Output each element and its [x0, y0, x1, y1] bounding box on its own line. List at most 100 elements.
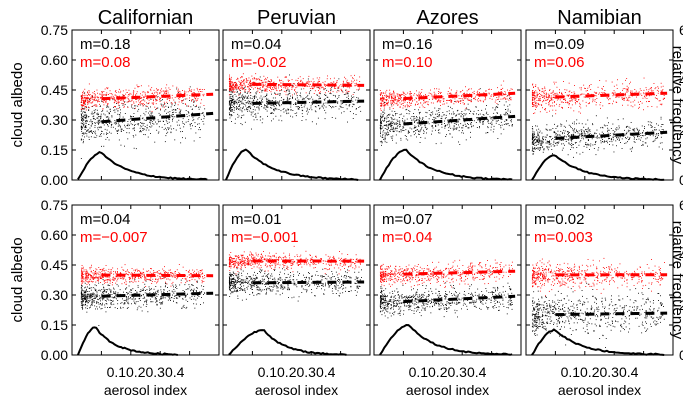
panel-0-2-black-point	[452, 118, 453, 119]
panel-0-2-red-point	[410, 105, 411, 106]
panel-0-3-black-point	[542, 137, 543, 138]
panel-0-2-red-point	[380, 90, 381, 91]
panel-0-2-black-point	[382, 120, 383, 121]
panel-0-0-black-point	[169, 119, 170, 120]
panel-0-0-red-point	[137, 85, 138, 86]
panel-0-3-black-point	[608, 122, 609, 123]
panel-0-0-black-point	[117, 131, 118, 132]
panel-0-0-black-point	[173, 112, 174, 113]
panel-0-0-black-point	[186, 114, 187, 115]
panel-0-1-red-point	[270, 87, 271, 88]
panel-0-3-red-point	[559, 106, 560, 107]
panel-0-1-red-point	[330, 78, 331, 79]
panel-0-1-black-point	[348, 98, 349, 99]
panel-0-3-red-point	[535, 103, 536, 104]
panel-0-1-black-point	[244, 98, 245, 99]
panel-0-2-black-point	[386, 124, 387, 125]
panel-0-2-red-point	[483, 101, 484, 102]
panel-0-2-black-point	[471, 126, 472, 127]
panel-0-3-black-point	[650, 122, 651, 123]
panel-0-2-black-point	[410, 118, 411, 119]
panel-0-0-black-point	[182, 131, 183, 132]
panel-0-2-black-point	[415, 130, 416, 131]
panel-0-1-red-point	[248, 80, 249, 81]
panel-0-0-black-point	[98, 122, 99, 123]
panel-0-1-red-point	[334, 87, 335, 88]
panel-0-2-red-point	[477, 100, 478, 101]
panel-0-0-red-point	[126, 90, 127, 91]
panel-0-3-black-point	[553, 142, 554, 143]
panel-0-0-red-point	[84, 102, 85, 103]
panel-0-2-black-point	[432, 119, 433, 120]
panel-0-0-black-point	[108, 119, 109, 120]
panel-0-3-black-point	[647, 146, 648, 147]
panel-0-1-black-point	[267, 105, 268, 106]
panel-0-1-black-point	[261, 106, 262, 107]
panel-0-1-black-point	[324, 110, 325, 111]
panel-0-2-black-point	[392, 129, 393, 130]
panel-0-3-red-point	[551, 96, 552, 97]
panel-0-1-red-point	[235, 84, 236, 85]
panel-0-1-red-point	[249, 90, 250, 91]
panel-0-1-black-point	[333, 107, 334, 108]
panel-0-3-red-point	[538, 87, 539, 88]
panel-0-1-black-point	[290, 107, 291, 108]
panel-0-2-red-point	[491, 89, 492, 90]
panel-0-2-red-point	[491, 94, 492, 95]
panel-0-1-black-point	[288, 89, 289, 90]
panel-0-2-red-point	[385, 92, 386, 93]
panel-0-3-red-point	[565, 92, 566, 93]
panel-0-2-red-point	[443, 96, 444, 97]
panel-0-2-red-point	[380, 94, 381, 95]
panel-0-2-black-point	[391, 122, 392, 123]
panel-0-3-red-point	[649, 95, 650, 96]
panel-0-0-black-point	[115, 112, 116, 113]
panel-0-3-black-point	[629, 139, 630, 140]
panel-0-1-red-point	[333, 91, 334, 92]
panel-0-1-red-point	[309, 86, 310, 87]
panel-0-2-red-point	[409, 93, 410, 94]
panel-0-1-red-point	[286, 77, 287, 78]
panel-0-2-black-point	[388, 117, 389, 118]
panel-0-2-black-point	[484, 115, 485, 116]
panel-0-1-red-point	[314, 93, 315, 94]
panel-0-1-black-point	[242, 98, 243, 99]
panel-0-0-black-point	[86, 121, 87, 122]
panel-0-3-black-point	[532, 151, 533, 152]
panel-0-0-black-point	[176, 89, 177, 90]
panel-0-2-red-point	[389, 107, 390, 108]
panel-0-2-red-point	[436, 88, 437, 89]
panel-0-3-black-point	[536, 148, 537, 149]
panel-0-3-black-point	[533, 154, 534, 155]
panel-0-1-black-point	[244, 109, 245, 110]
panel-0-2-black-point	[460, 123, 461, 124]
panel-0-3-black-point	[533, 140, 534, 141]
panel-0-3-red-point	[553, 97, 554, 98]
panel-0-1-black-point	[242, 111, 243, 112]
panel-0-3-black-point	[651, 127, 652, 128]
panel-0-0-red-point	[94, 93, 95, 94]
panel-0-0-black-point	[163, 121, 164, 122]
panel-0-2-red-point	[502, 88, 503, 89]
panel-0-1-black-point	[352, 106, 353, 107]
panel-0-2-black-point	[463, 115, 464, 116]
panel-0-0-red-point	[104, 104, 105, 105]
panel-0-2-black-point	[476, 117, 477, 118]
panel-0-3-black-point	[596, 154, 597, 155]
panel-0-0-black-point	[88, 132, 89, 133]
panel-0-2-red-point	[400, 98, 401, 99]
panel-0-3-black-point	[543, 136, 544, 137]
panel-0-2-black-point	[486, 105, 487, 106]
panel-0-0-black-point	[99, 127, 100, 128]
panel-0-0-black-point	[168, 107, 169, 108]
panel-0-1-red-point	[281, 80, 282, 81]
panel-0-0-black-point	[90, 131, 91, 132]
panel-0-0-black-point	[183, 118, 184, 119]
panel-0-3-red-point	[617, 96, 618, 97]
panel-0-3-red-point	[537, 96, 538, 97]
panel-0-2-red-point	[389, 96, 390, 97]
panel-0-1-black-point	[286, 110, 287, 111]
panel-0-0-black-point	[89, 132, 90, 133]
panel-0-0-red-point	[160, 90, 161, 91]
panel-0-0-black-point	[131, 116, 132, 117]
